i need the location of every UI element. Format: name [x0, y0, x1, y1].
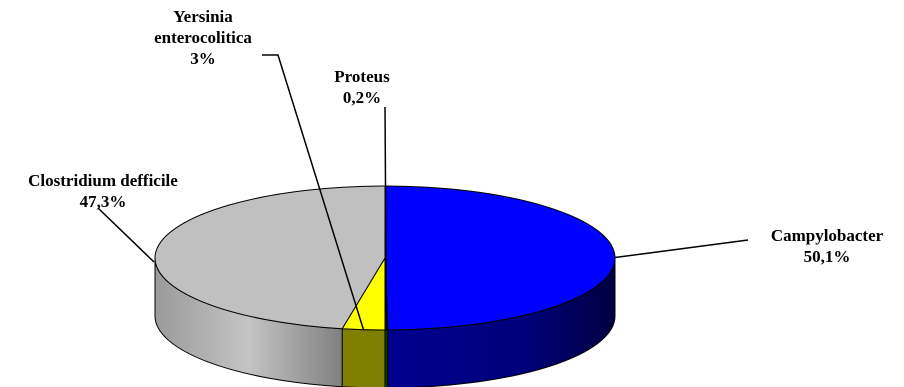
leader-campylobacter: [614, 239, 749, 259]
label-clostridium-name: Clostridium defficile: [28, 171, 178, 190]
label-yersinia: Yersinia enterocolitica 3%: [128, 6, 278, 69]
pie-slice-clostridium-defficile: [154, 185, 386, 330]
label-campylobacter-value: 50,1%: [803, 247, 851, 266]
label-clostridium-value: 47,3%: [79, 192, 127, 211]
pie-slice-campylobacter: [384, 185, 616, 331]
pie-side-yersinia-enterocolitica: [341, 328, 386, 387]
label-yersinia-name-line1: Yersinia: [173, 7, 233, 26]
label-clostridium: Clostridium defficile 47,3%: [8, 170, 198, 212]
leader-proteus: [384, 106, 388, 331]
label-yersinia-value: 3%: [190, 49, 216, 68]
leader-clostridium: [97, 207, 155, 263]
label-proteus-name: Proteus: [334, 67, 390, 86]
leader-yersinia: [262, 54, 365, 330]
label-proteus-value: 0,2%: [342, 88, 382, 107]
label-yersinia-name-line2: enterocolitica: [154, 28, 252, 47]
label-campylobacter-name: Campylobacter: [770, 226, 884, 245]
label-campylobacter: Campylobacter 50,1%: [752, 225, 902, 267]
label-proteus: Proteus 0,2%: [322, 66, 402, 108]
